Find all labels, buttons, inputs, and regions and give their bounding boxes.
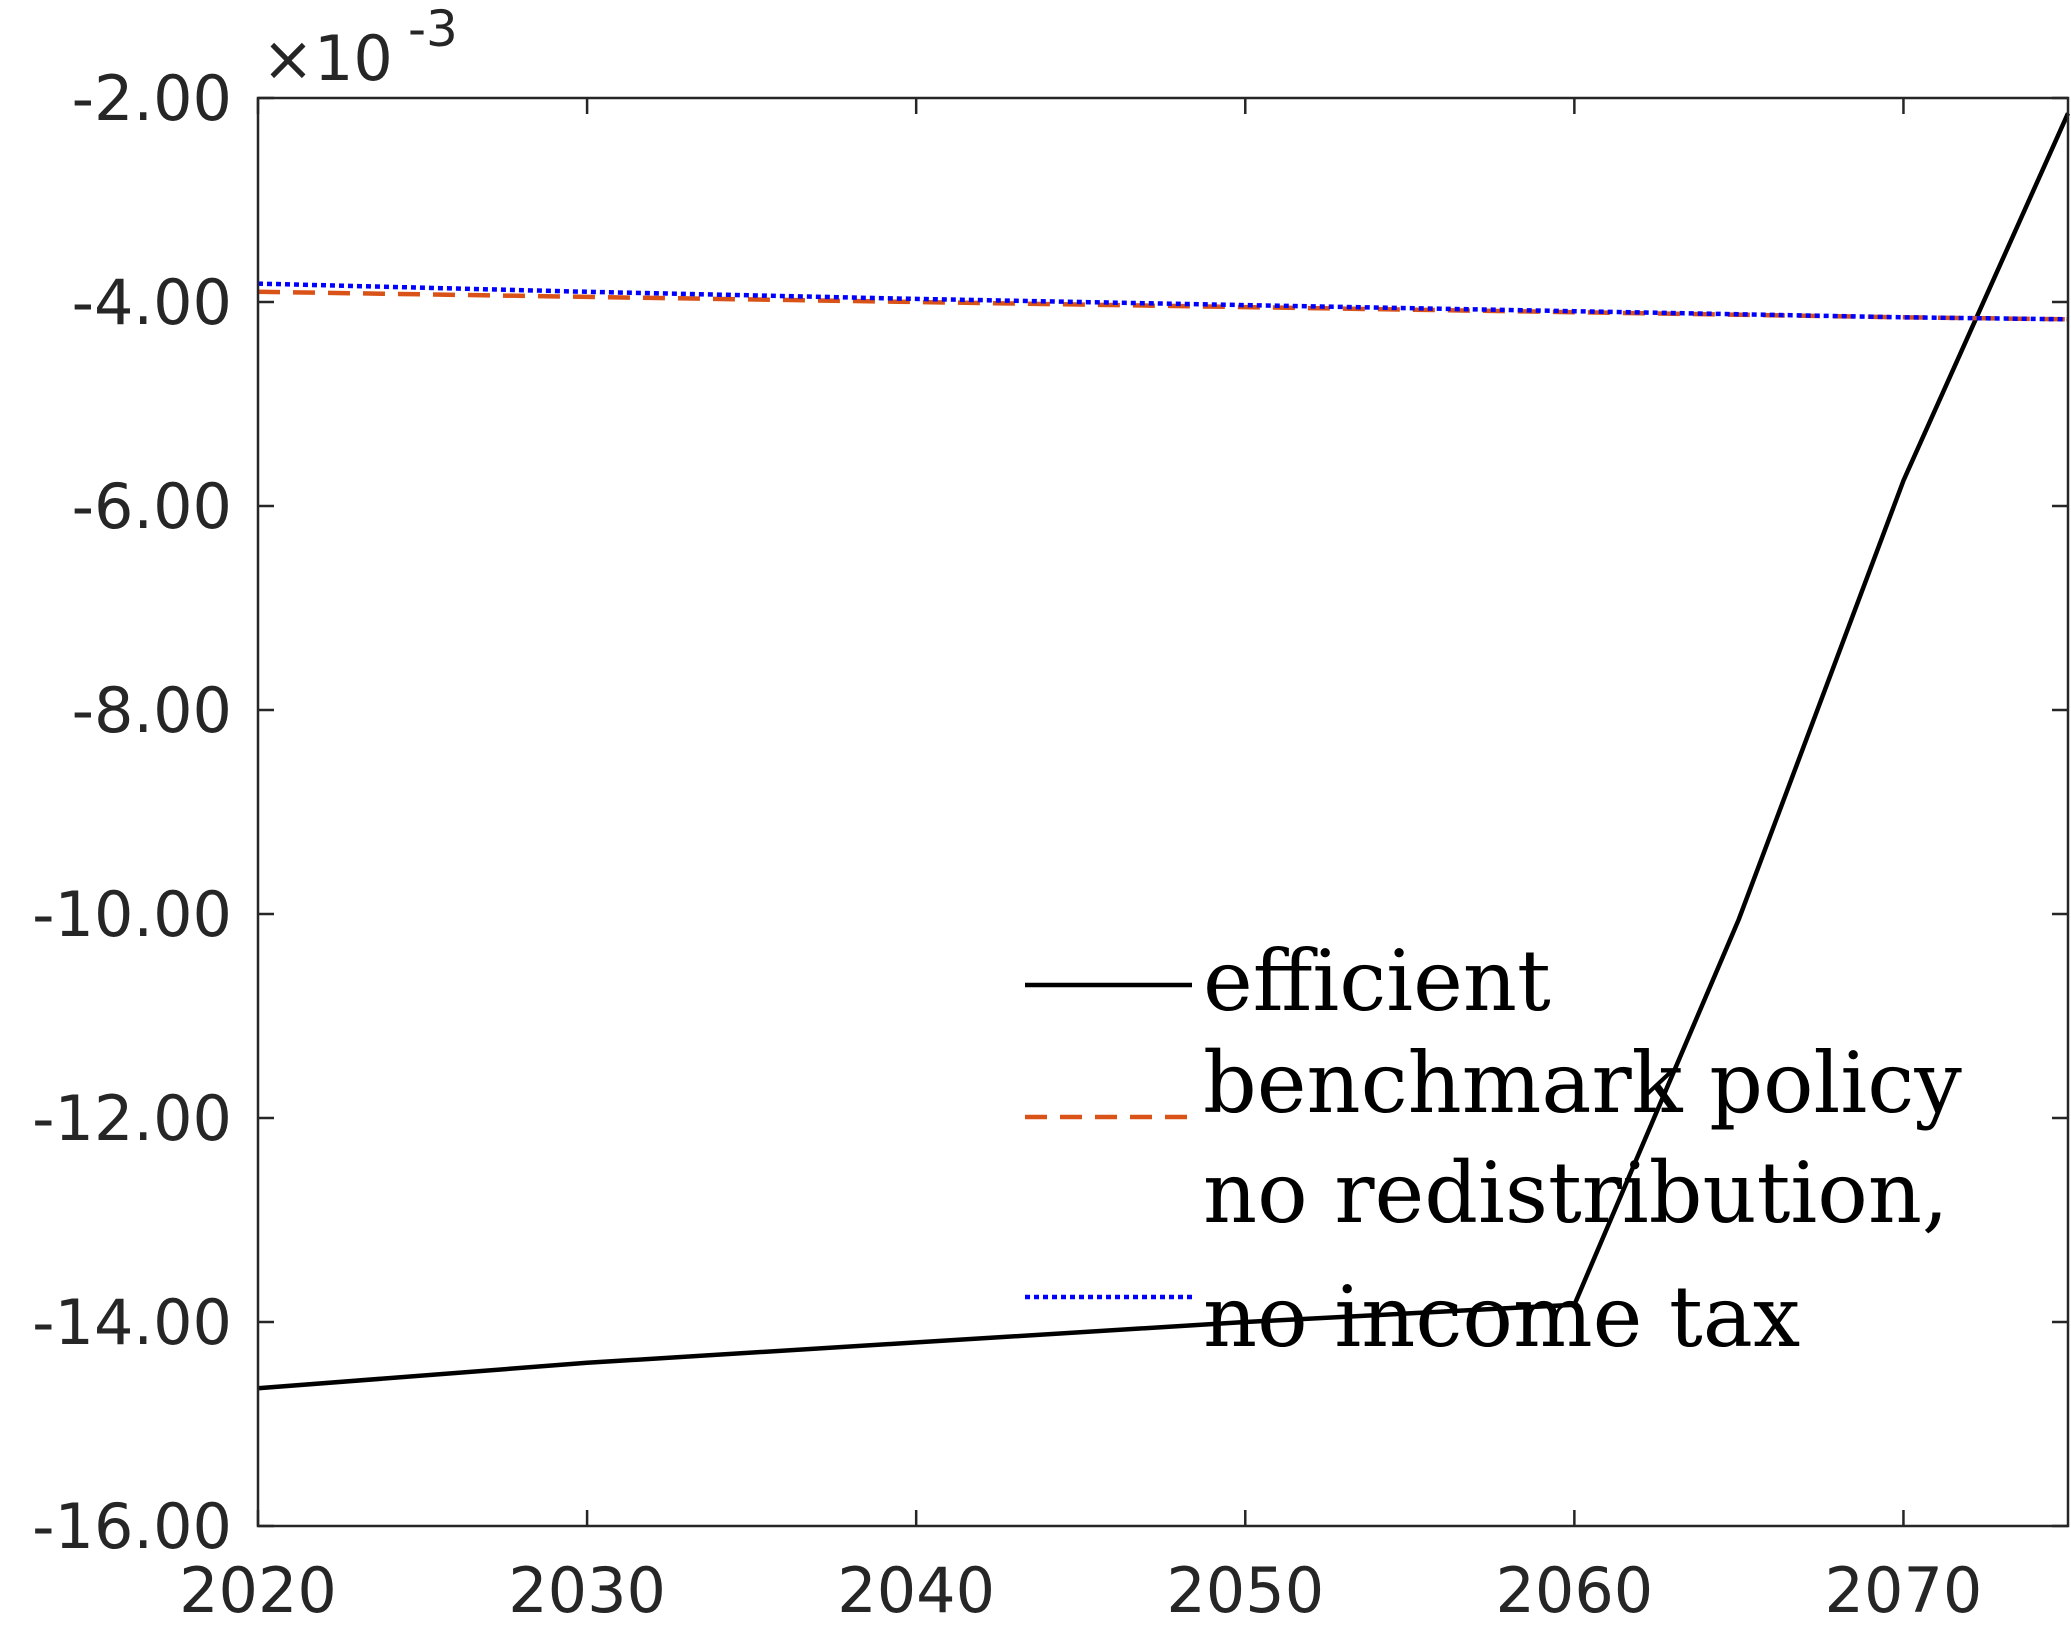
plot-frame — [256, 96, 2070, 1528]
y-tick-label: -14.00 — [32, 1286, 232, 1359]
x-tick-label: 2030 — [508, 1554, 666, 1622]
y-tick-label: -6.00 — [72, 470, 232, 543]
legend-label-3: no income tax — [1203, 1268, 1800, 1366]
y-tick-label: -8.00 — [72, 674, 232, 747]
y-tick-label: -4.00 — [72, 266, 232, 339]
y-tick-label: -12.00 — [32, 1082, 232, 1155]
y-tick-label: -10.00 — [32, 878, 232, 951]
series-line-3 — [257, 281, 2069, 322]
legend-label-3: no redistribution, — [1203, 1144, 1949, 1242]
x-tick-label: 2020 — [179, 1554, 337, 1622]
series-line-2 — [257, 289, 2069, 322]
y-tick-label: -2.00 — [72, 62, 232, 135]
y-exponent-base: ×10 — [262, 22, 393, 95]
legend-label-1: efficient — [1203, 932, 1551, 1030]
x-tick-label: 2040 — [837, 1554, 995, 1622]
y-tick-label: -16.00 — [32, 1490, 232, 1563]
legend-label-2: benchmark policy — [1203, 1034, 1962, 1132]
series-line-1 — [257, 112, 2071, 1391]
y-exponent-power: -3 — [408, 0, 458, 58]
x-tick-label: 2060 — [1495, 1554, 1653, 1622]
x-tick-label: 2050 — [1166, 1554, 1324, 1622]
x-tick-label: 2070 — [1825, 1554, 1983, 1622]
